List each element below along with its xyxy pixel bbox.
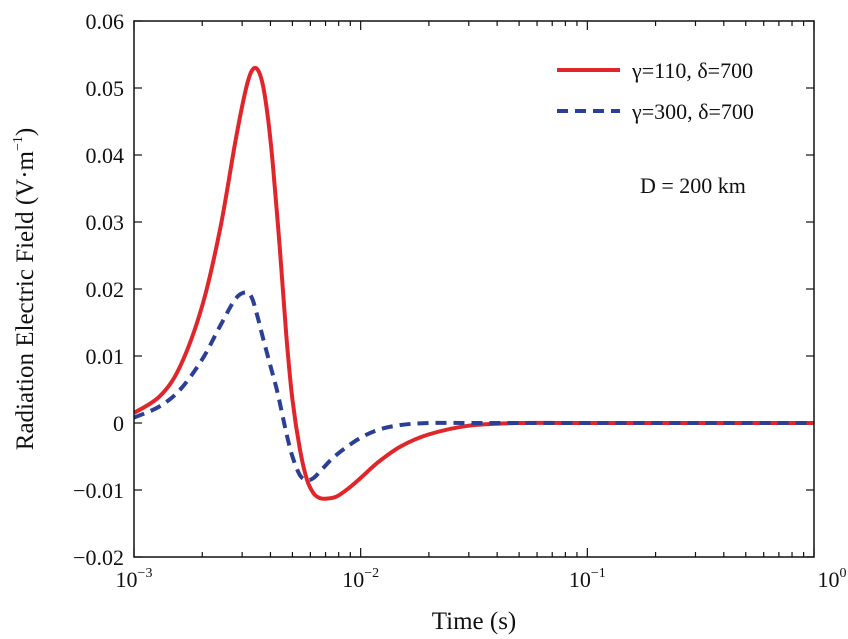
plot-frame bbox=[133, 20, 815, 558]
x-tick-label: 10−1 bbox=[569, 566, 606, 592]
y-tick-label: 0.05 bbox=[86, 76, 125, 101]
tick-labels: −0.02 −0.01 0 0.01 0.02 0.03 0.04 0.05 0.06 10−3 1… bbox=[73, 9, 846, 592]
y-axis-title: Radiation Electric Field (V·m−1) bbox=[11, 128, 39, 450]
y-tick-label: 0.06 bbox=[86, 9, 125, 34]
y-tick-label: 0 bbox=[113, 411, 124, 436]
x-tick-label: 10−3 bbox=[116, 566, 153, 592]
series-line-1 bbox=[132, 65, 814, 501]
y-tick-label: 0.01 bbox=[86, 344, 125, 369]
x-tick-label: 10−2 bbox=[342, 566, 379, 592]
legend: γ=110, δ=700 γ=300, δ=700 bbox=[557, 58, 754, 124]
distance-annotation: D = 200 km bbox=[640, 173, 746, 198]
legend-label-series-1: γ=110, δ=700 bbox=[631, 58, 753, 83]
y-axis-title-exponent: −1 bbox=[11, 136, 26, 151]
y-tick-label: −0.01 bbox=[73, 478, 124, 503]
legend-label-series-2: γ=300, δ=700 bbox=[631, 99, 754, 124]
y-tick-label: 0.02 bbox=[86, 277, 125, 302]
series-lines bbox=[132, 65, 814, 501]
y-axis-title-close: ) bbox=[12, 128, 39, 136]
y-tick-label: −0.02 bbox=[73, 545, 124, 570]
x-tick-label: 100 bbox=[818, 566, 847, 592]
x-axis-title: Time (s) bbox=[432, 608, 517, 635]
y-tick-label: 0.03 bbox=[86, 210, 125, 235]
series-line-2 bbox=[133, 290, 814, 483]
y-axis-title-main: Radiation Electric Field (V·m bbox=[12, 150, 39, 450]
y-tick-label: 0.04 bbox=[86, 143, 125, 168]
